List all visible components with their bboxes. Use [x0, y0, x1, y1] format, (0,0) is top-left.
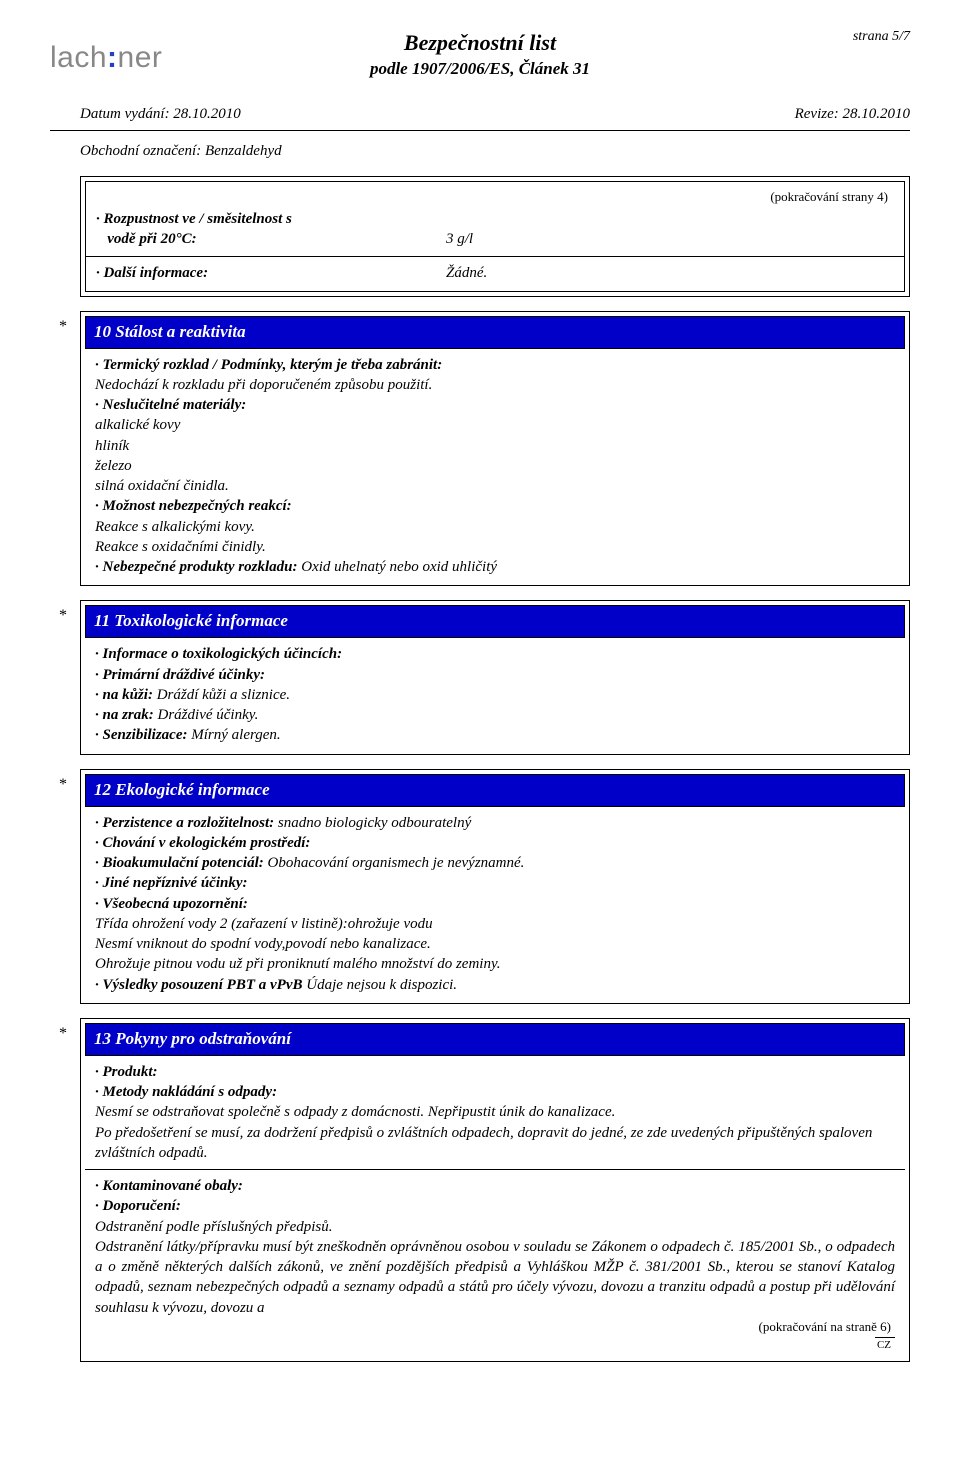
section-10-box: * 10 Stálost a reaktivita · Termický roz…	[80, 311, 910, 587]
s11-eye-label: · na zrak:	[95, 707, 158, 723]
s13-recommend-label: · Doporučení:	[95, 1198, 181, 1214]
s10-mat-1: alkalické kovy	[95, 415, 895, 435]
s11-eye-value: Dráždivé účinky.	[158, 707, 259, 723]
section-11-box: * 11 Toxikologické informace · Informace…	[80, 600, 910, 754]
document-subtitle: podle 1907/2006/ES, Článek 31	[50, 58, 910, 81]
s11-skin-label: · na kůži:	[95, 687, 157, 703]
s13-product-label: · Produkt:	[95, 1064, 158, 1080]
s12-pbt-label: · Výsledky posouzení PBT a vPvB	[95, 977, 306, 993]
s13-divider	[85, 1169, 905, 1170]
section-11-header: 11 Toxikologické informace	[85, 605, 905, 638]
s10-react-1: Reakce s alkalickými kovy.	[95, 517, 895, 537]
s13-line-3: Odstranění podle příslušných předpisů.	[95, 1217, 895, 1237]
s13-line-1: Nesmí se odstraňovat společně s odpady z…	[95, 1102, 895, 1122]
revision-date: Revize: 28.10.2010	[795, 104, 910, 124]
section-10-header: 10 Stálost a reaktivita	[85, 316, 905, 349]
meta-row: Datum vydání: 28.10.2010 Revize: 28.10.2…	[50, 104, 910, 124]
section-11-body: · Informace o toxikologických účincích: …	[85, 644, 905, 749]
s12-general-label: · Všeobecná upozornění:	[95, 896, 248, 912]
other-info-value: Žádné.	[446, 263, 894, 283]
s10-decomp-value: Oxid uhelnatý nebo oxid uhličitý	[301, 559, 497, 575]
s13-line-2: Po předošetření se musí, za dodržení pře…	[95, 1123, 895, 1164]
s10-react-2: Reakce s oxidačními činidly.	[95, 537, 895, 557]
change-marker: *	[59, 774, 67, 796]
section-13-body: · Produkt: · Metody nakládání s odpady: …	[85, 1062, 905, 1357]
s10-mat-4: silná oxidační činidla.	[95, 476, 895, 496]
s12-line-3: Ohrožuje pitnou vodu už při proniknutí m…	[95, 954, 895, 974]
continued-on: (pokračování na straně 6)	[95, 1318, 895, 1336]
section-12-body: · Perzistence a rozložitelnost: snadno b…	[85, 813, 905, 999]
solubility-water-label: vodě při 20°C:	[96, 229, 446, 249]
s10-reactions-label: · Možnost nebezpečných reakcí:	[95, 498, 292, 514]
s11-sens-value: Mírný alergen.	[191, 727, 280, 743]
sds-page: strana 5/7 lach:ner Bezpečnostní list po…	[0, 0, 960, 1406]
s12-bioacc-value: Obohacování organismech je nevýznamné.	[268, 855, 525, 871]
s10-thermal-label: · Termický rozklad / Podmínky, kterým je…	[95, 357, 442, 373]
s10-mat-3: železo	[95, 456, 895, 476]
section-12-header: 12 Ekologické informace	[85, 774, 905, 807]
s11-toxinfo-label: · Informace o toxikologických účincích:	[95, 646, 342, 662]
continued-from: (pokračování strany 4)	[96, 188, 894, 206]
box-divider	[86, 256, 904, 257]
s13-line-4: Odstranění látky/přípravku musí být zneš…	[95, 1237, 895, 1318]
solubility-label: · Rozpustnost ve / směsitelnost s	[96, 209, 446, 229]
change-marker: *	[59, 1023, 67, 1045]
logo-colon: :	[107, 41, 118, 74]
s12-behavior-label: · Chování v ekologickém prostředí:	[95, 835, 310, 851]
s12-other-label: · Jiné nepříznivé účinky:	[95, 875, 248, 891]
section-13-header: 13 Pokyny pro odstraňování	[85, 1023, 905, 1056]
change-marker: *	[59, 316, 67, 338]
section-13-box: * 13 Pokyny pro odstraňování · Produkt: …	[80, 1018, 910, 1362]
change-marker: *	[59, 605, 67, 627]
s12-pbt-value: Údaje nejsou k dispozici.	[306, 977, 457, 993]
s12-line-1: Třída ohrožení vody 2 (zařazení v listin…	[95, 914, 895, 934]
s13-packaging-label: · Kontaminované obaly:	[95, 1178, 243, 1194]
trade-name: Obchodní označení: Benzaldehyd	[50, 141, 910, 161]
logo-text-pre: lach	[50, 41, 107, 74]
s11-skin-value: Dráždí kůži a sliznice.	[157, 687, 290, 703]
section-12-box: * 12 Ekologické informace · Perzistence …	[80, 769, 910, 1004]
logo-text-post: ner	[118, 41, 163, 74]
page-header: strana 5/7 lach:ner Bezpečnostní list po…	[50, 28, 910, 98]
section-10-body: · Termický rozklad / Podmínky, kterým je…	[85, 355, 905, 582]
header-divider	[50, 130, 910, 131]
s10-thermal-text: Nedochází k rozkladu při doporučeném způ…	[95, 375, 895, 395]
issue-date: Datum vydání: 28.10.2010	[50, 104, 241, 124]
other-info-label: · Další informace:	[96, 263, 446, 283]
s11-sens-label: · Senzibilizace:	[95, 727, 191, 743]
solubility-water-value: 3 g/l	[446, 229, 894, 249]
s13-methods-label: · Metody nakládání s odpady:	[95, 1084, 277, 1100]
continuation-box: (pokračování strany 4) · Rozpustnost ve …	[80, 176, 910, 297]
s12-persist-value: snadno biologicky odbouratelný	[278, 815, 471, 831]
s10-mat-2: hliník	[95, 436, 895, 456]
s12-line-2: Nesmí vniknout do spodní vody,povodí neb…	[95, 934, 895, 954]
s10-incompatible-label: · Neslučitelné materiály:	[95, 397, 246, 413]
s11-primary-label: · Primární dráždivé účinky:	[95, 667, 265, 683]
continuation-inner: (pokračování strany 4) · Rozpustnost ve …	[85, 181, 905, 292]
s10-decomp-label: · Nebezpečné produkty rozkladu:	[95, 559, 301, 575]
brand-logo: lach:ner	[50, 38, 162, 79]
page-number: strana 5/7	[853, 28, 910, 47]
s12-persist-label: · Perzistence a rozložitelnost:	[95, 815, 278, 831]
document-title: Bezpečnostní list	[50, 28, 910, 58]
country-tag: CZ	[875, 1337, 895, 1353]
s12-bioacc-label: · Bioakumulační potenciál:	[95, 855, 268, 871]
